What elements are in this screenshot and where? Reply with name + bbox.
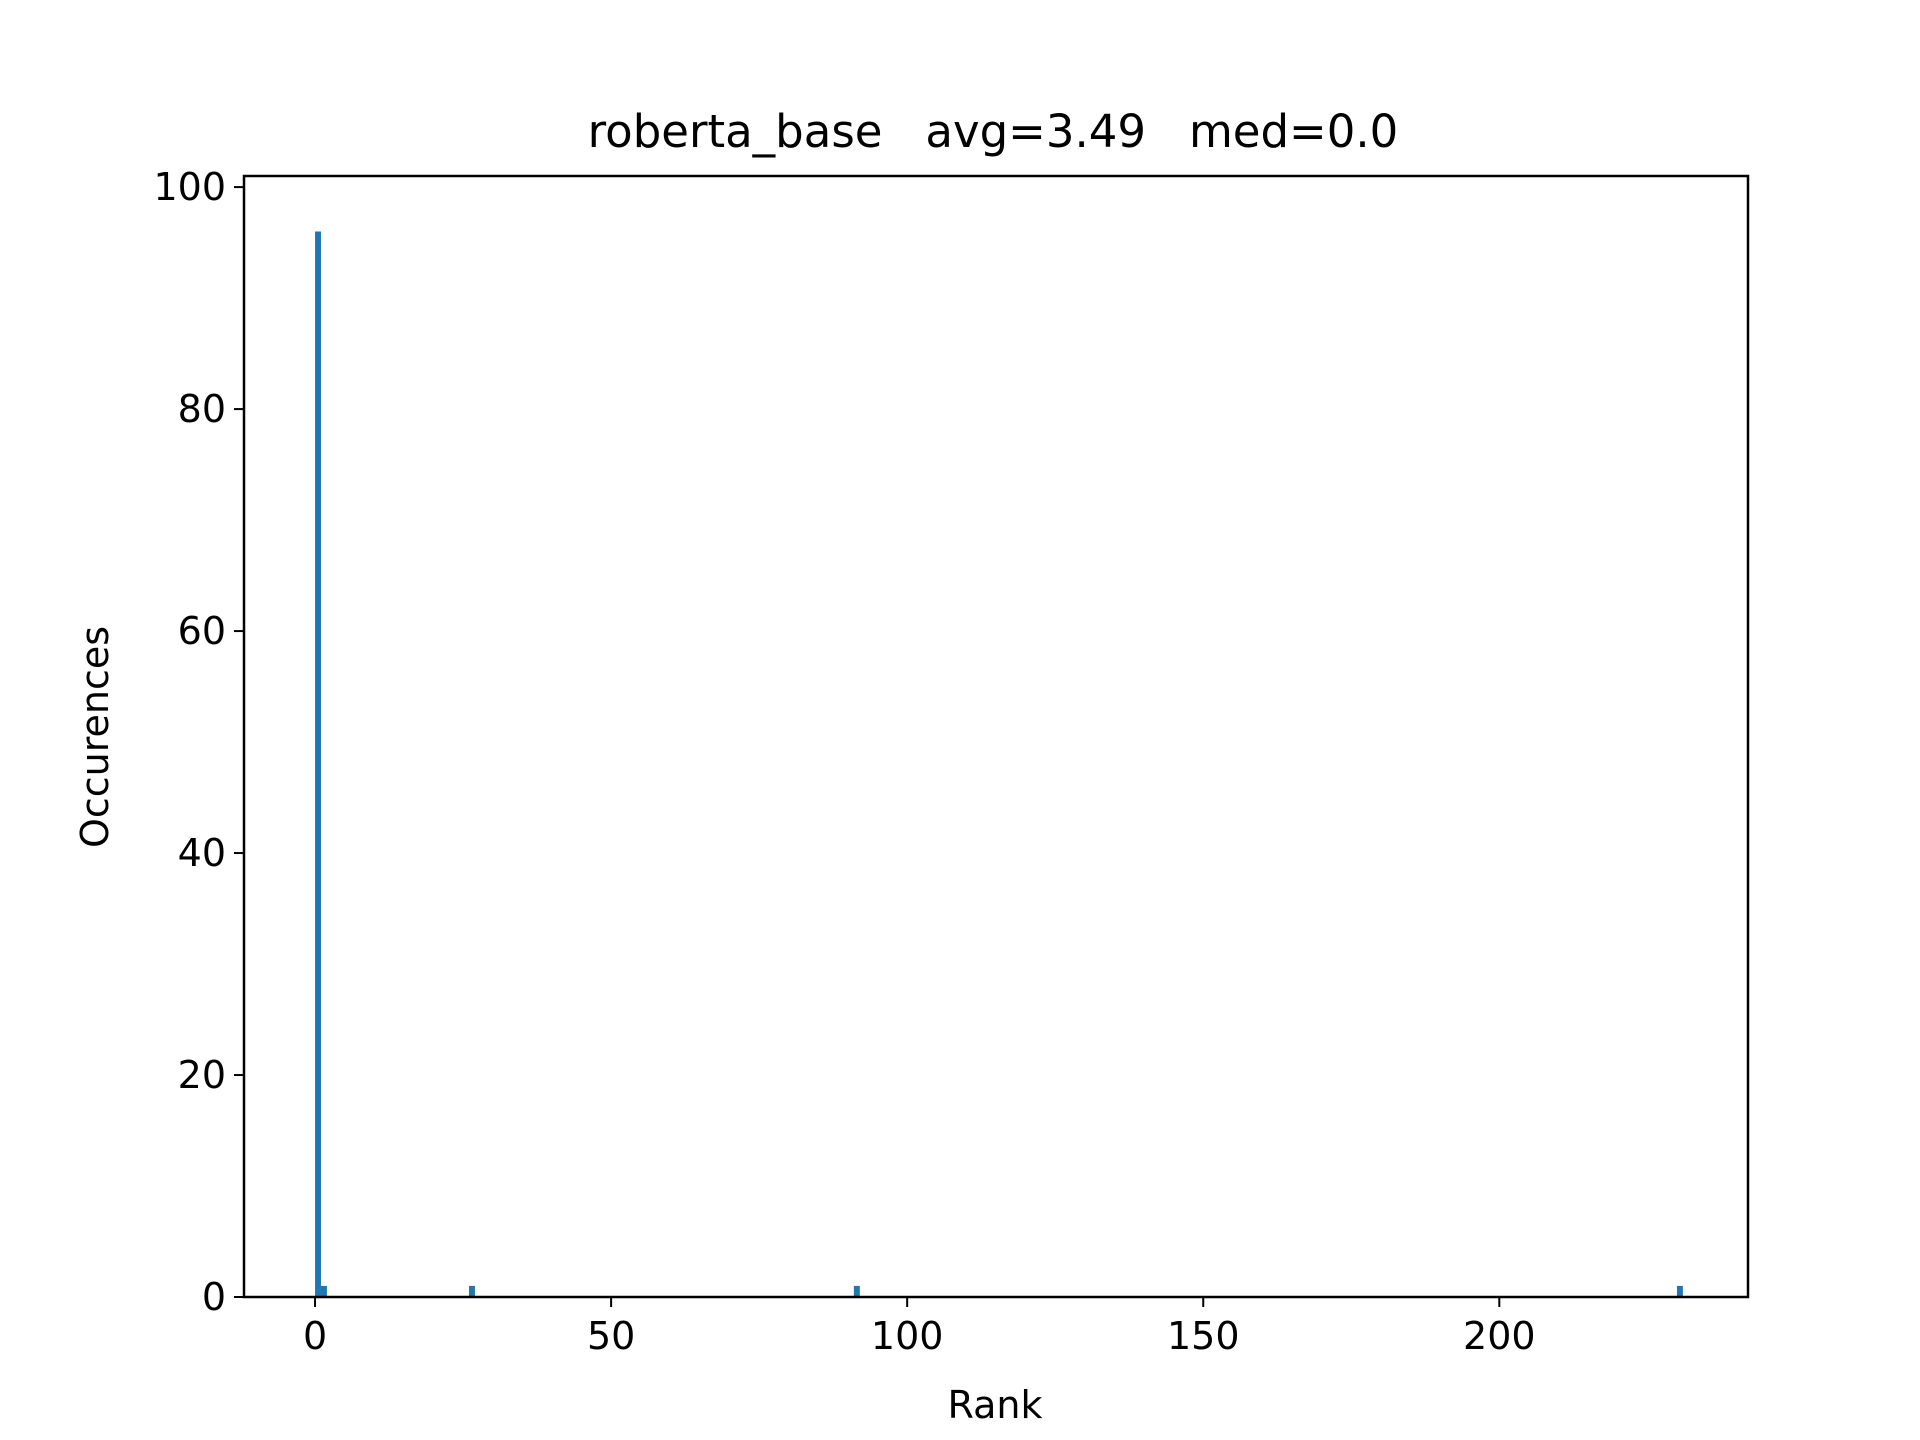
x-tick-label: 50 <box>587 1314 635 1358</box>
bar-rank-1 <box>320 1285 327 1297</box>
x-tick-label: 0 <box>303 1314 327 1358</box>
y-ticks: 0 20 40 60 80 100 <box>153 165 244 1319</box>
y-tick-label: 40 <box>178 831 226 875</box>
y-tick-label: 20 <box>178 1053 226 1097</box>
y-tick-label: 100 <box>153 165 226 209</box>
y-tick-label: 80 <box>178 387 226 431</box>
y-tick-label: 60 <box>178 609 226 653</box>
bar-rank-26 <box>469 1285 475 1297</box>
bar-rank-0 <box>315 231 321 1297</box>
x-axis-label: Rank <box>948 1383 1043 1427</box>
x-ticks: 0 50 100 150 200 <box>303 1297 1536 1358</box>
y-axis-label: Occurences <box>73 626 117 848</box>
x-tick-label: 100 <box>871 1314 944 1358</box>
x-tick-label: 150 <box>1167 1314 1240 1358</box>
plot-frame <box>242 174 1750 1299</box>
x-tick-label: 200 <box>1463 1314 1536 1358</box>
chart-title: roberta_base avg=3.49 med=0.0 <box>588 105 1399 158</box>
y-tick-label: 0 <box>202 1275 226 1319</box>
bars-group <box>315 231 1683 1297</box>
bar-rank-230 <box>1676 1285 1683 1297</box>
bar-rank-91 <box>853 1285 860 1297</box>
